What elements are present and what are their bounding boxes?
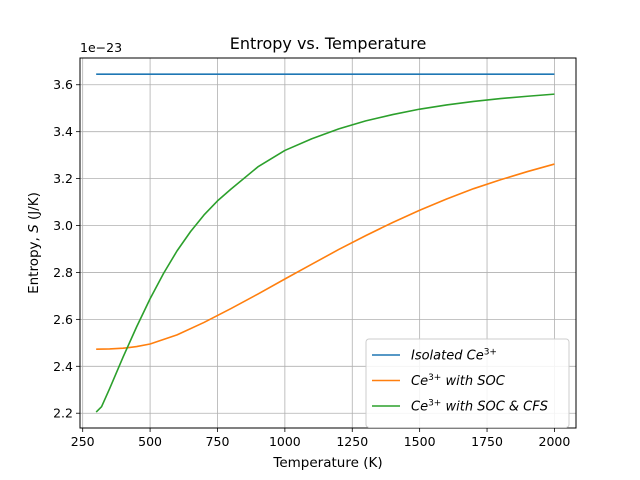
y-tick-label: 3.2 xyxy=(53,171,73,186)
y-tick-label: 3.6 xyxy=(53,77,73,92)
legend-label-0: Isolated Ce3+ xyxy=(411,348,497,364)
legend-box xyxy=(365,338,570,428)
series-layer xyxy=(95,73,555,413)
y-axis-label: Entropy, S (J/K) xyxy=(26,192,42,294)
x-tick-label: 250 xyxy=(71,434,95,449)
x-tick-label: 750 xyxy=(206,434,230,449)
x-axis-label: Temperature (K) xyxy=(272,455,382,471)
y-tick-label: 2.6 xyxy=(53,312,73,327)
legend-label-superscript: 3+ xyxy=(428,373,441,383)
axis-ticks: 250 500 750 1000 1250 1500 1750 2000 2.2 2.4 2.6 2.… xyxy=(53,77,570,449)
legend-label-main: Ce xyxy=(411,374,428,389)
x-tick-label: 2000 xyxy=(539,434,571,449)
plot-frame xyxy=(79,57,577,429)
y-axis-label-symbol: S xyxy=(26,224,42,233)
chart-title: Entropy vs. Temperature xyxy=(230,34,427,53)
x-tick-label: 500 xyxy=(138,434,162,449)
y-tick-label: 2.4 xyxy=(53,359,73,374)
legend-label-main: Ce xyxy=(411,400,428,415)
legend-label-rest: with SOC & CFS xyxy=(441,400,548,415)
x-tick-label: 1000 xyxy=(269,434,301,449)
legend-label-1: Ce3+ with SOC xyxy=(411,373,506,389)
y-tick-label: 3.4 xyxy=(53,124,73,139)
y-tick-label: 2.2 xyxy=(53,406,73,421)
y-axis-label-prefix: Entropy, xyxy=(26,233,42,294)
x-tick-label: 1500 xyxy=(404,434,436,449)
y-tick-label: 3.0 xyxy=(53,218,73,233)
x-tick-label: 1750 xyxy=(471,434,503,449)
series-line-1 xyxy=(96,163,555,350)
offset-text: 1e−23 xyxy=(80,40,122,55)
legend-label-superscript: 3+ xyxy=(428,399,441,409)
y-axis-label-suffix: (J/K) xyxy=(26,192,42,224)
y-tick-label: 2.8 xyxy=(53,265,73,280)
legend-label-superscript: 3+ xyxy=(484,348,497,358)
x-tick-label: 1250 xyxy=(336,434,368,449)
legend-label-rest: with SOC xyxy=(441,374,505,389)
series-line-2 xyxy=(95,93,555,413)
legend-label-main: Isolated Ce xyxy=(411,349,484,364)
legend-label-2: Ce3+ with SOC & CFS xyxy=(411,399,548,415)
